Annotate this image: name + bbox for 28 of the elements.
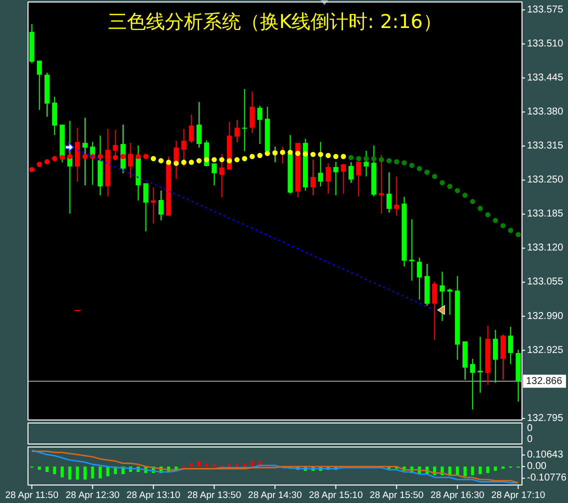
- y-tick-label: 133.185: [527, 208, 564, 220]
- y-tick-label: 133.315: [527, 140, 564, 152]
- y-tick-label: 132.795: [527, 412, 564, 424]
- text: 0: [527, 422, 533, 434]
- x-tick-label: 28 Apr 14:30: [248, 490, 302, 501]
- x-tick-label: 28 Apr 15:50: [370, 490, 424, 501]
- x-tick-label: 28 Apr 15:10: [308, 490, 363, 501]
- y-tick-label: 133.575: [527, 4, 564, 16]
- y-tick-label: -0.10776: [527, 472, 567, 484]
- y-tick-label: 133.510: [527, 38, 564, 50]
- text: 0: [527, 434, 533, 444]
- y-tick-label: 0.10643: [527, 449, 564, 460]
- x-tick-label: 28 Apr 13:10: [126, 490, 180, 501]
- ref-line-label: 132.866: [526, 376, 563, 387]
- y-tick-label: 133.120: [527, 242, 564, 254]
- y-tick-label: 132.990: [527, 310, 564, 322]
- y-tick-label: 133.055: [527, 276, 564, 288]
- x-tick-label: 28 Apr 12:30: [66, 490, 120, 501]
- y-tick-label: 133.445: [527, 72, 564, 84]
- x-tick-label: 28 Apr 13:50: [187, 490, 242, 501]
- x-tick-label: 28 Apr 16:30: [430, 490, 484, 501]
- y-tick-label: 0.00: [527, 461, 547, 472]
- x-tick-label: 28 Apr 17:10: [491, 490, 546, 501]
- y-tick-label: 132.925: [527, 344, 564, 356]
- text: 三色线分析系统（换K线倒计时: 2:16）: [108, 11, 442, 33]
- x-tick-label: 28 Apr 11:50: [5, 490, 58, 501]
- y-tick-label: 133.380: [527, 106, 564, 118]
- y-tick-label: 133.250: [527, 174, 564, 186]
